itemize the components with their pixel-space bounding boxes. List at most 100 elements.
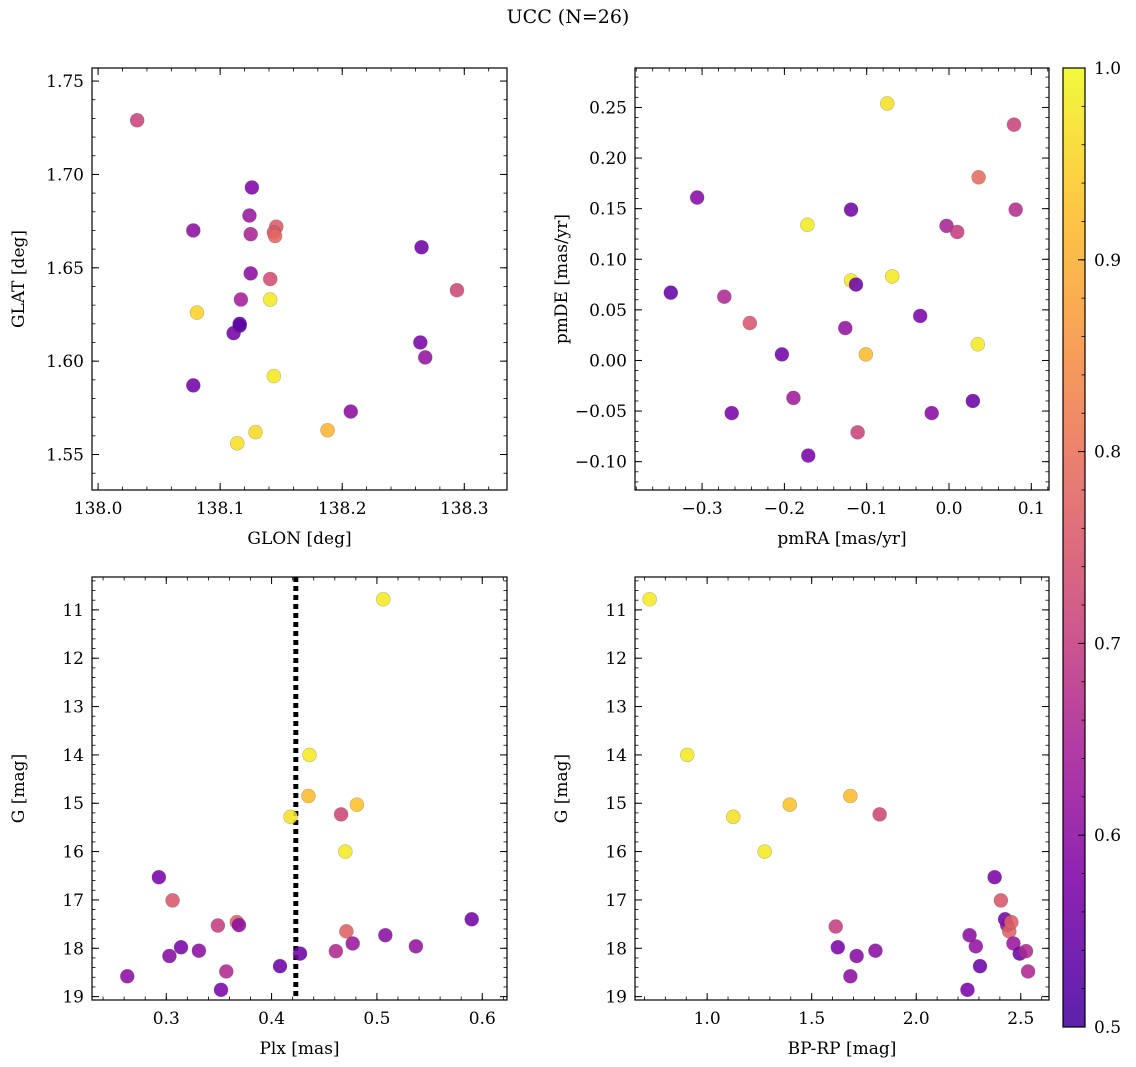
x-tick-label: 0.6 bbox=[469, 1009, 496, 1029]
axes-frame bbox=[634, 67, 1050, 491]
y-tick-label: 19 bbox=[605, 988, 627, 1008]
x-axis-label: Plx [mas] bbox=[259, 1039, 339, 1059]
colorbar-tick-label: 0.8 bbox=[1094, 443, 1121, 463]
scatter-point bbox=[1018, 943, 1034, 959]
scatter-point bbox=[970, 336, 986, 352]
scatter-point bbox=[972, 958, 988, 974]
y-tick-label: 16 bbox=[605, 843, 627, 863]
y-tick-label: −0.05 bbox=[575, 402, 627, 422]
x-tick-label: −0.2 bbox=[764, 499, 805, 519]
scatter-point bbox=[849, 948, 864, 964]
scatter-point bbox=[333, 807, 349, 822]
x-tick-label: −0.1 bbox=[846, 499, 887, 519]
figure-title: UCC (N=26) bbox=[506, 6, 630, 28]
y-tick-label: 1.60 bbox=[46, 352, 84, 372]
scatter-point bbox=[210, 918, 226, 933]
scatter-point bbox=[843, 202, 859, 217]
x-tick-label: 2.0 bbox=[903, 1009, 930, 1029]
y-axis-label: pmDE [mas/yr] bbox=[552, 214, 572, 344]
scatter-point bbox=[233, 292, 249, 307]
scatter-point bbox=[1008, 202, 1023, 217]
scatter-point bbox=[218, 964, 234, 979]
scatter-point bbox=[283, 809, 298, 825]
scatter-point bbox=[642, 591, 657, 607]
scatter-point bbox=[949, 224, 965, 240]
scatter-point bbox=[343, 404, 359, 419]
axes-frame bbox=[91, 67, 508, 491]
y-tick-label: 17 bbox=[605, 891, 627, 911]
y-tick-label: 18 bbox=[62, 939, 84, 959]
colorbar-tick-label: 0.5 bbox=[1094, 1018, 1121, 1038]
scatter-point bbox=[828, 919, 844, 934]
scatter-point bbox=[345, 936, 360, 951]
y-tick-label: 1.65 bbox=[46, 259, 84, 279]
scatter-point bbox=[165, 893, 180, 908]
scatter-point bbox=[414, 239, 429, 255]
y-tick-label: 12 bbox=[605, 649, 627, 669]
x-tick-label: −0.3 bbox=[681, 499, 722, 519]
x-tick-label: 138.0 bbox=[74, 499, 123, 519]
y-tick-label: 15 bbox=[62, 794, 84, 814]
scatter-point bbox=[449, 282, 465, 298]
scatter-point bbox=[960, 982, 975, 998]
scatter-point bbox=[243, 226, 258, 242]
x-tick-label: 138.3 bbox=[440, 499, 489, 519]
scatter-point bbox=[267, 228, 283, 244]
x-tick-label: 0.1 bbox=[1018, 499, 1045, 519]
scatter-point bbox=[884, 269, 900, 284]
scatter-point bbox=[858, 347, 874, 362]
y-tick-label: 12 bbox=[62, 649, 84, 669]
scatter-point bbox=[879, 96, 895, 111]
scatter-panel-pmra-pmde: −0.3 −0.2 −0.1 0.0 0.1 −0.10 −0.05 0.00 0.05 0.10… bbox=[552, 67, 1050, 549]
y-tick-label: 0.10 bbox=[589, 250, 627, 270]
scatter-point bbox=[232, 316, 247, 332]
scatter-point bbox=[244, 180, 260, 195]
y-tick-label: 0.20 bbox=[589, 149, 627, 169]
y-tick-label: 1.55 bbox=[46, 446, 84, 466]
scatter-panel-bprp-g: 1.0 1.5 2.0 2.5 11 12 13 14 15 16 17 18 19 BP-RP [mag… bbox=[552, 576, 1050, 1059]
scatter-point bbox=[782, 797, 798, 812]
scatter-point bbox=[872, 807, 887, 822]
scatter-point bbox=[328, 943, 344, 959]
scatter-point bbox=[186, 223, 201, 238]
scatter-point bbox=[689, 190, 705, 205]
scatter-point bbox=[843, 788, 858, 804]
x-tick-label: 0.4 bbox=[258, 1009, 285, 1029]
scatter-point bbox=[830, 940, 846, 955]
x-tick-label: 138.2 bbox=[318, 499, 367, 519]
scatter-panel-plx-g: 0.3 0.4 0.5 0.6 11 12 13 14 15 16 17 18 19 Plx [mas] G… bbox=[9, 576, 508, 1059]
x-tick-label: 0.0 bbox=[935, 499, 962, 519]
y-tick-label: 17 bbox=[62, 891, 84, 911]
scatter-point bbox=[162, 948, 177, 964]
y-tick-label: 18 bbox=[605, 939, 627, 959]
scatter-point bbox=[191, 943, 207, 958]
y-tick-label: 0.05 bbox=[589, 301, 627, 321]
scatter-point bbox=[129, 112, 145, 128]
y-tick-label: 11 bbox=[62, 601, 84, 621]
y-axis-label: GLAT [deg] bbox=[9, 230, 29, 328]
y-tick-label: 13 bbox=[62, 698, 84, 718]
scatter-point bbox=[292, 946, 308, 961]
scatter-point bbox=[408, 939, 424, 954]
scatter-point bbox=[151, 869, 167, 885]
scatter-point bbox=[924, 405, 940, 421]
scatter-point bbox=[262, 292, 278, 307]
y-tick-label: 14 bbox=[62, 746, 84, 766]
scatter-point bbox=[248, 424, 263, 440]
y-tick-label: 14 bbox=[605, 746, 627, 766]
scatter-point bbox=[993, 893, 1009, 908]
scatter-point bbox=[725, 809, 741, 825]
scatter-point bbox=[868, 943, 883, 958]
scatter-point bbox=[912, 308, 928, 324]
scatter-point bbox=[213, 982, 229, 998]
scatter-panel-glon-glat: 138.0 138.1 138.2 138.3 1.55 1.60 1.65 1.70 1.75… bbox=[9, 67, 508, 549]
scatter-point bbox=[378, 927, 393, 943]
scatter-point bbox=[189, 305, 205, 320]
scatter-point bbox=[848, 277, 864, 292]
y-tick-label: 19 bbox=[62, 988, 84, 1008]
colorbar-tick-label: 0.9 bbox=[1094, 251, 1121, 271]
scatter-point bbox=[119, 969, 135, 984]
scatter-point bbox=[971, 169, 986, 185]
scatter-point bbox=[1006, 936, 1021, 951]
